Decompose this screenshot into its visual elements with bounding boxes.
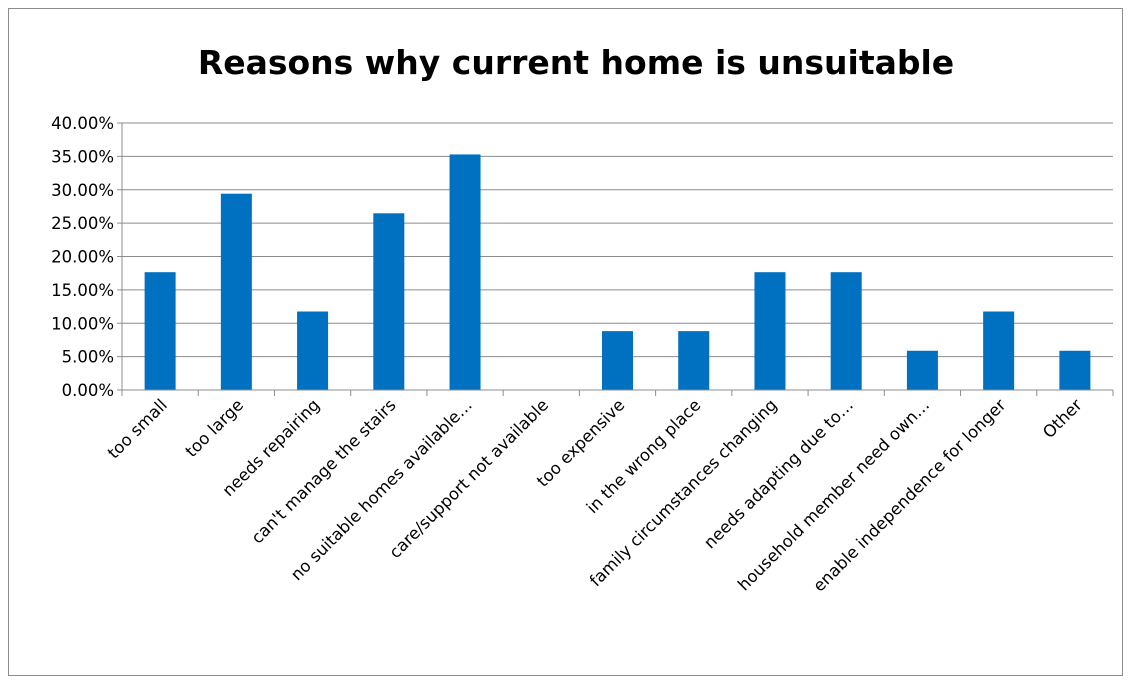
bar [906,350,938,390]
x-category-label: needs adapting due to… [700,395,857,552]
y-tick-label: 20.00% [51,248,114,267]
bar [754,272,786,390]
bar-chart: Reasons why current home is unsuitable 0… [51,43,1114,595]
chart-title: Reasons why current home is unsuitable [198,43,954,82]
bar [297,311,329,390]
bar [449,154,481,390]
bar [220,193,252,390]
y-axis-tick-labels: 0.00% 5.00% 10.00% 15.00% 20.00% 25.00% 30.00%… [51,114,114,400]
x-category-label: care/support not available [385,395,552,562]
bar [983,311,1015,390]
bars [144,154,1091,390]
y-tick-label: 5.00% [62,348,114,367]
bar [144,272,176,390]
y-tick-label: 15.00% [51,281,114,300]
x-category-label: Other [1039,395,1086,442]
chart-frame: Reasons why current home is unsuitable 0… [8,8,1123,676]
y-tick-label: 25.00% [51,214,114,233]
x-category-label: too small [104,395,171,462]
y-tick-label: 35.00% [51,147,114,166]
x-category-label: too large [182,395,248,461]
y-tick-label: 30.00% [51,181,114,200]
axes [117,122,1114,396]
x-category-label: can't manage the stairs [248,395,400,547]
bar [373,213,405,390]
y-tick-label: 40.00% [51,114,114,133]
bar [602,331,633,390]
bar [678,331,710,390]
gridlines [122,122,1113,358]
bar [1059,350,1091,390]
y-tick-label: 0.00% [62,381,114,400]
bar [830,272,862,390]
y-tick-label: 10.00% [51,314,114,333]
